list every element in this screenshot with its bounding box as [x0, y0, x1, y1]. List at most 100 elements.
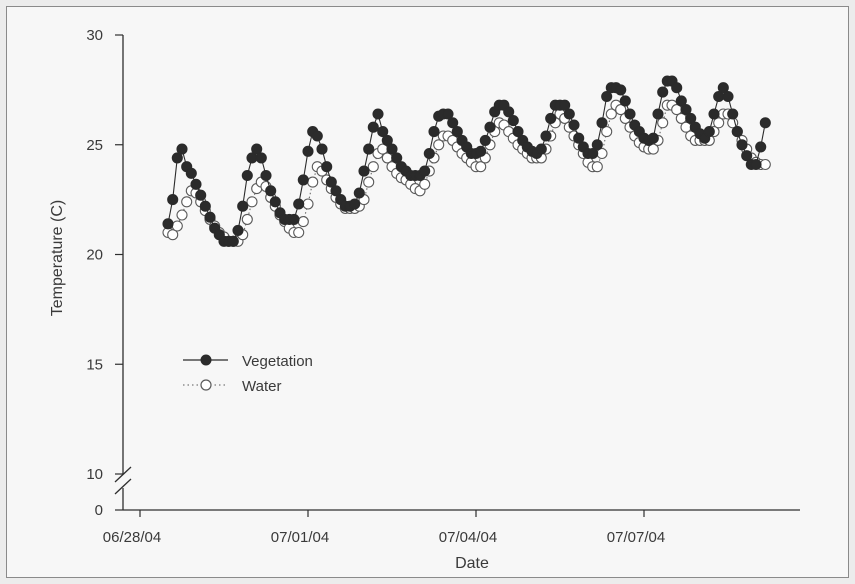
vegetation-point: [363, 143, 375, 155]
vegetation-point: [311, 130, 323, 142]
vegetation-point: [325, 176, 337, 188]
vegetation-point: [269, 196, 281, 208]
vegetation-point: [232, 224, 244, 236]
vegetation-point: [185, 167, 197, 179]
water-point: [657, 117, 669, 129]
y-tick-label: 20: [86, 247, 103, 264]
y-tick-label: 10: [86, 466, 103, 483]
water-point: [241, 213, 253, 225]
y-tick-label: 30: [86, 27, 103, 44]
water-point: [176, 209, 188, 221]
vegetation-point: [297, 174, 309, 186]
water-point: [302, 198, 314, 210]
water-point: [601, 126, 613, 138]
vegetation-point: [237, 200, 249, 212]
vegetation-point: [302, 145, 314, 157]
vegetation-point: [167, 194, 179, 206]
water-point: [475, 161, 487, 173]
vegetation-point: [349, 198, 361, 210]
vegetation-point: [372, 108, 384, 120]
vegetation-point: [171, 152, 183, 164]
vegetation-point: [573, 132, 585, 144]
x-tick-label: 06/28/04: [103, 529, 161, 546]
water-point: [363, 176, 375, 188]
vegetation-point: [708, 108, 720, 120]
y-tick-label: 25: [86, 137, 103, 154]
legend-vegetation-marker: [200, 354, 212, 366]
vegetation-point: [717, 82, 729, 94]
water-point: [591, 161, 603, 173]
x-tick-label: 07/07/04: [607, 529, 665, 546]
vegetation-point: [423, 147, 435, 160]
water-point: [605, 108, 617, 120]
vegetation-point: [447, 117, 459, 129]
series-water: [162, 99, 771, 247]
y-tick-label: 0: [95, 502, 103, 519]
legend: Vegetation Water: [183, 353, 313, 395]
vegetation-point: [260, 169, 272, 182]
vegetation-point: [265, 185, 277, 197]
legend-vegetation-label: Vegetation: [242, 353, 313, 370]
vegetation-point: [330, 185, 342, 197]
water-point: [419, 178, 431, 190]
vegetation-point: [675, 95, 687, 107]
vegetation-point: [563, 108, 575, 120]
water-line: [167, 104, 766, 242]
vegetation-point: [615, 84, 627, 96]
vegetation-point: [596, 117, 608, 129]
vegetation-point: [587, 147, 599, 160]
legend-water-marker: [200, 379, 212, 391]
x-axis-title: Date: [455, 555, 489, 572]
vegetation-point: [685, 112, 697, 124]
vegetation-point: [288, 213, 300, 225]
vegetation-point: [391, 152, 403, 164]
vegetation-point: [442, 108, 454, 120]
vegetation-point: [255, 152, 267, 164]
vegetation-point: [507, 115, 519, 127]
vegetation-point: [241, 169, 253, 182]
vegetation-point: [657, 86, 669, 98]
water-point: [433, 139, 445, 151]
x-tick-label: 07/04/04: [439, 529, 497, 546]
vegetation-point: [381, 134, 393, 146]
vegetation-point: [652, 108, 664, 120]
vegetation-point: [722, 90, 734, 103]
vegetation-point: [736, 139, 748, 151]
vegetation-point: [479, 134, 491, 146]
vegetation-point: [358, 165, 370, 177]
water-point: [647, 143, 659, 155]
vegetation-point: [703, 126, 715, 138]
vegetation-point: [195, 189, 207, 201]
vegetation-point: [199, 200, 211, 212]
vegetation-point: [568, 119, 580, 131]
vegetation-point: [475, 145, 487, 157]
vegetation-point: [512, 126, 524, 138]
vegetation-point: [624, 108, 636, 120]
vegetation-point: [321, 161, 333, 173]
water-point: [293, 226, 305, 239]
vegetation-point: [731, 126, 743, 138]
vegetation-point: [545, 112, 557, 124]
vegetation-point: [176, 143, 188, 155]
y-axis-title: Temperature (C): [49, 200, 66, 316]
vegetation-point: [755, 141, 767, 153]
vegetation-point: [559, 99, 571, 111]
vegetation-point: [727, 108, 739, 120]
vegetation-point: [377, 126, 389, 138]
vegetation-point: [759, 117, 771, 129]
water-point: [307, 176, 319, 188]
water-point: [713, 117, 725, 129]
series-vegetation: [162, 75, 771, 247]
vegetation-point: [750, 158, 762, 171]
vegetation-point: [647, 132, 659, 144]
water-point: [367, 161, 379, 173]
vegetation-point: [293, 198, 305, 210]
vegetation-point: [190, 178, 202, 190]
x-axis-ticks: 06/28/04 07/01/04 07/04/04 07/07/04: [103, 510, 665, 546]
water-point: [615, 104, 627, 116]
vegetation-point: [451, 126, 463, 138]
water-point: [171, 220, 183, 232]
y-axis-ticks: 30 25 20 15 10 0: [86, 27, 123, 519]
vegetation-point: [251, 143, 263, 155]
